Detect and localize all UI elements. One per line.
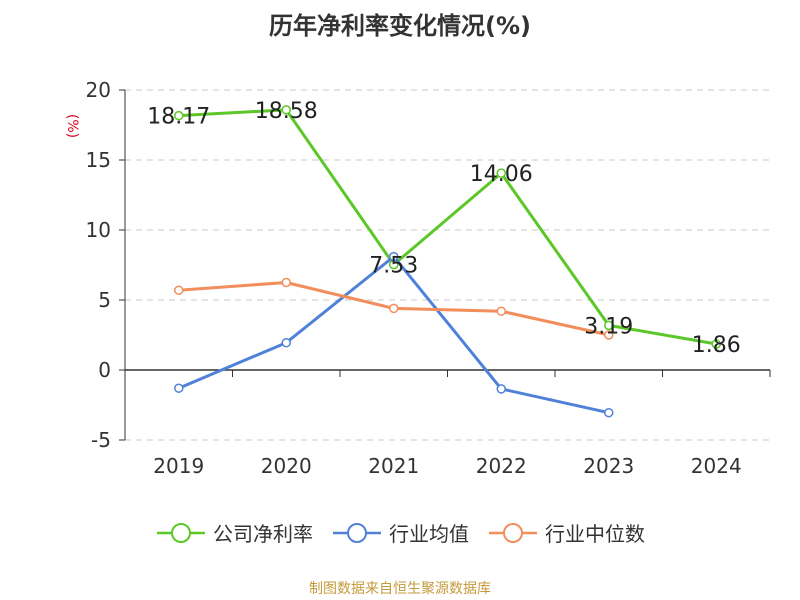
legend-item: 行业均值 bbox=[331, 518, 469, 547]
y-tick-label: -5 bbox=[91, 428, 111, 452]
series-line-1 bbox=[178, 255, 610, 415]
legend-label: 行业中位数 bbox=[545, 522, 645, 546]
source-note: 制图数据来自恒生聚源数据库 bbox=[309, 581, 491, 597]
y-axis-label: (%) bbox=[64, 114, 80, 138]
axes: -5 0 5 10 15 20 2019 2020 2021 2022 2023 2024 bbox=[86, 78, 771, 478]
data-point bbox=[281, 337, 291, 348]
legend-swatch-marker bbox=[171, 522, 191, 543]
series-layer bbox=[174, 105, 721, 418]
data-point bbox=[496, 384, 506, 394]
data-point bbox=[281, 105, 291, 115]
x-tick-label: 2022 bbox=[476, 454, 527, 478]
data-point bbox=[281, 277, 291, 288]
legend-swatch bbox=[157, 522, 205, 543]
legend-item: 行业中位数 bbox=[487, 518, 645, 547]
legend-item: 公司净利率 bbox=[155, 518, 313, 547]
x-tick-label: 2019 bbox=[153, 454, 204, 478]
data-point bbox=[389, 251, 399, 262]
data-point bbox=[496, 306, 506, 316]
x-tick-label: 2024 bbox=[691, 454, 742, 478]
x-tick-label: 2020 bbox=[261, 454, 312, 478]
data-label: 1.86 bbox=[692, 333, 741, 358]
data-point bbox=[496, 168, 506, 178]
chart-title: 历年净利率变化情况(%) bbox=[269, 12, 531, 40]
data-label: 7.53 bbox=[369, 254, 418, 279]
data-point bbox=[711, 339, 721, 349]
x-tick-label: 2023 bbox=[583, 454, 634, 478]
data-label: 18.58 bbox=[255, 99, 318, 124]
y-tick-label: 0 bbox=[98, 358, 111, 382]
data-point bbox=[174, 383, 184, 393]
legend-label: 公司净利率 bbox=[213, 522, 313, 546]
legend-swatch bbox=[489, 522, 537, 543]
series-line-0 bbox=[178, 108, 717, 346]
data-point bbox=[604, 330, 614, 340]
data-point bbox=[604, 320, 614, 331]
data-labels: 18.17 18.58 7.53 14.06 3.19 1.86 bbox=[147, 99, 740, 358]
data-point bbox=[174, 285, 184, 295]
y-tick-label: 5 bbox=[98, 288, 111, 312]
y-tick-label: 20 bbox=[86, 78, 111, 102]
data-point bbox=[604, 407, 614, 418]
y-tick-label: 15 bbox=[86, 148, 111, 172]
x-tick-label: 2021 bbox=[368, 454, 419, 478]
grid-lines bbox=[125, 89, 770, 441]
legend-swatch-marker bbox=[503, 522, 523, 543]
data-label: 18.17 bbox=[147, 105, 210, 130]
legend: 公司净利率 行业均值 行业中位数 bbox=[0, 518, 800, 547]
y-tick-label: 10 bbox=[86, 218, 111, 242]
data-label: 14.06 bbox=[470, 162, 533, 187]
legend-swatch-marker bbox=[347, 522, 367, 543]
data-point bbox=[174, 110, 184, 121]
legend-swatch bbox=[333, 522, 381, 543]
legend-label: 行业均值 bbox=[389, 522, 469, 546]
data-point bbox=[389, 303, 399, 314]
data-label: 3.19 bbox=[584, 314, 633, 339]
